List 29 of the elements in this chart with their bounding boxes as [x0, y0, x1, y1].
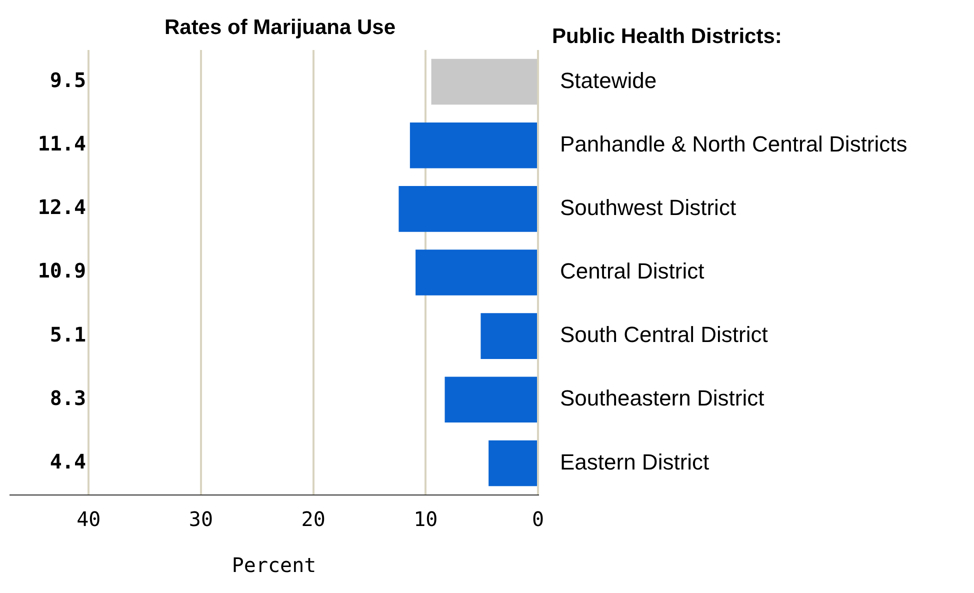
data-label: 4.4	[50, 449, 86, 474]
data-label: 5.1	[50, 322, 86, 346]
x-tick-label: 0	[532, 507, 544, 532]
bar	[431, 58, 537, 105]
x-tick-label: 40	[76, 507, 101, 532]
bar	[410, 122, 537, 168]
y-tick-label: Southwest District	[560, 194, 736, 220]
chart-title: Rates of Marijuana Use	[164, 16, 396, 39]
x-tick-label: 10	[414, 507, 438, 532]
x-tick-label: 30	[188, 507, 214, 532]
bar	[416, 250, 537, 296]
y-tick-label: Panhandle & North Central Districts	[560, 131, 908, 156]
y-tick-label: Statewide	[560, 68, 657, 93]
data-label: 11.4	[38, 132, 86, 156]
y-tick-label: South Central District	[560, 322, 768, 348]
x-tick-label: 20	[301, 507, 326, 532]
y-tick-label: Central District	[560, 258, 704, 284]
data-label: 10.9	[38, 258, 86, 283]
bar	[444, 376, 537, 423]
x-axis-title: Percent	[232, 553, 316, 578]
y-tick-label: Southeastern District	[560, 386, 764, 411]
data-label: 9.5	[50, 68, 86, 92]
bar	[480, 313, 537, 359]
data-label: 12.4	[38, 195, 86, 220]
y-tick-label: Eastern District	[560, 449, 710, 474]
bar	[398, 186, 537, 232]
bar	[488, 440, 537, 486]
data-label: 8.3	[50, 386, 86, 410]
y-axis-title: Public Health Districts:	[552, 24, 782, 48]
